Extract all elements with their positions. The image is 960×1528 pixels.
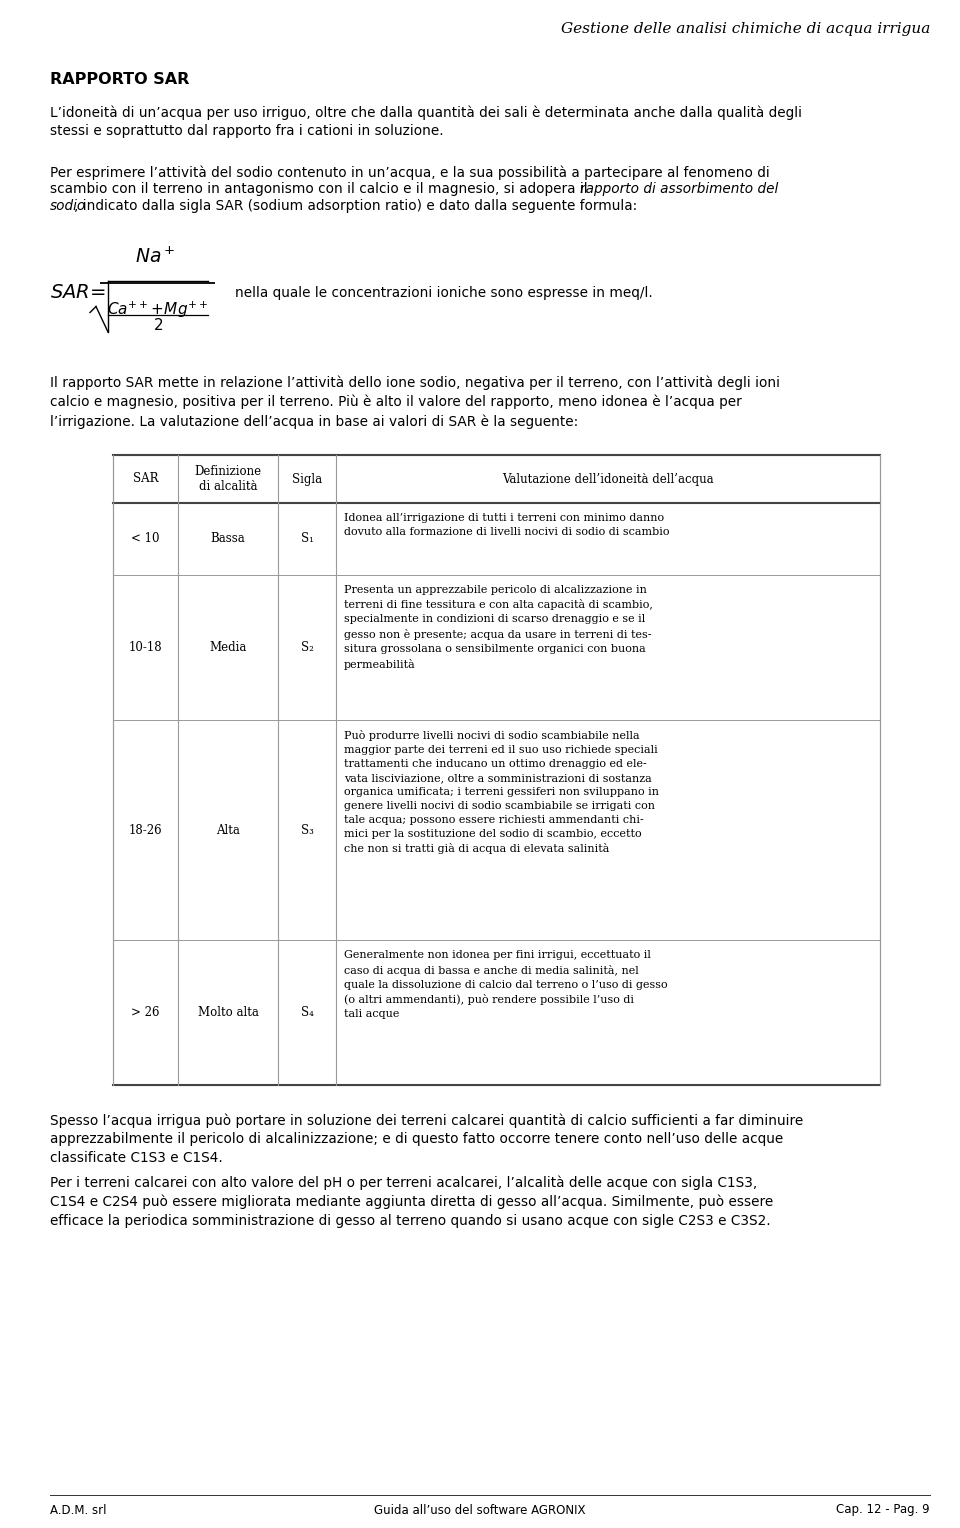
Text: L’idoneità di un’acqua per uso irriguo, oltre che dalla quantità dei sali è dete: L’idoneità di un’acqua per uso irriguo, … [50, 105, 802, 139]
Text: Il rapporto SAR mette in relazione l’attività dello ione sodio, negativa per il : Il rapporto SAR mette in relazione l’att… [50, 374, 780, 429]
Text: $Ca^{++}\!+\!Mg^{++}$: $Ca^{++}\!+\!Mg^{++}$ [108, 299, 208, 321]
Text: 18-26: 18-26 [129, 824, 162, 836]
Text: $Na^+$: $Na^+$ [134, 248, 176, 267]
Text: Gestione delle analisi chimiche di acqua irrigua: Gestione delle analisi chimiche di acqua… [561, 21, 930, 37]
Text: scambio con il terreno in antagonismo con il calcio e il magnesio, si adopera il: scambio con il terreno in antagonismo co… [50, 182, 592, 196]
Text: Bassa: Bassa [210, 532, 246, 545]
Text: < 10: < 10 [132, 532, 159, 545]
Text: Guida all’uso del software AGRONIX: Guida all’uso del software AGRONIX [374, 1504, 586, 1516]
Text: Per esprimere l’attività del sodio contenuto in un’acqua, e la sua possibilità a: Per esprimere l’attività del sodio conte… [50, 165, 770, 179]
Text: 10-18: 10-18 [129, 642, 162, 654]
Text: sodio: sodio [50, 199, 86, 212]
Text: Generalmente non idonea per fini irrigui, eccettuato il
caso di acqua di bassa e: Generalmente non idonea per fini irrigui… [344, 950, 667, 1019]
Text: Definizione
di alcalità: Definizione di alcalità [195, 465, 261, 494]
Text: S₁: S₁ [300, 532, 313, 545]
Text: Sigla: Sigla [292, 472, 322, 486]
Text: SAR: SAR [132, 472, 158, 486]
Text: Valutazione dell’idoneità dell’acqua: Valutazione dell’idoneità dell’acqua [502, 472, 714, 486]
Text: Alta: Alta [216, 824, 240, 836]
Text: nella quale le concentrazioni ioniche sono espresse in meq/l.: nella quale le concentrazioni ioniche so… [235, 286, 653, 299]
Bar [113, 455, 880, 1085]
Text: S₄: S₄ [300, 1005, 313, 1019]
Text: A.D.M. srl: A.D.M. srl [50, 1504, 107, 1516]
Text: > 26: > 26 [132, 1005, 159, 1019]
Text: S₂: S₂ [300, 642, 313, 654]
Text: Molto alta: Molto alta [198, 1005, 258, 1019]
Text: Cap. 12 - Pag. 9: Cap. 12 - Pag. 9 [836, 1504, 930, 1516]
Text: Media: Media [209, 642, 247, 654]
Text: $2$: $2$ [153, 316, 163, 333]
Text: Spesso l’acqua irrigua può portare in soluzione dei terreni calcarei quantità di: Spesso l’acqua irrigua può portare in so… [50, 1112, 804, 1166]
Text: Presenta un apprezzabile pericolo di alcalizzazione in
terreni di fine tessitura: Presenta un apprezzabile pericolo di alc… [344, 585, 653, 669]
Text: Può produrre livelli nocivi di sodio scambiabile nella
maggior parte dei terreni: Può produrre livelli nocivi di sodio sca… [344, 730, 659, 854]
Text: Per i terreni calcarei con alto valore del pH o per terreni acalcarei, l’alcalit: Per i terreni calcarei con alto valore d… [50, 1175, 773, 1229]
Text: S₃: S₃ [300, 824, 313, 836]
Text: rapporto di assorbimento del: rapporto di assorbimento del [580, 182, 779, 196]
Text: , indicato dalla sigla SAR (sodium adsorption ratio) e dato dalla seguente formu: , indicato dalla sigla SAR (sodium adsor… [74, 199, 637, 212]
Text: Idonea all’irrigazione di tutti i terreni con minimo danno
dovuto alla formazion: Idonea all’irrigazione di tutti i terren… [344, 513, 669, 536]
Text: RAPPORTO SAR: RAPPORTO SAR [50, 72, 189, 87]
Text: $SAR\!=\!$: $SAR\!=\!$ [50, 284, 107, 303]
